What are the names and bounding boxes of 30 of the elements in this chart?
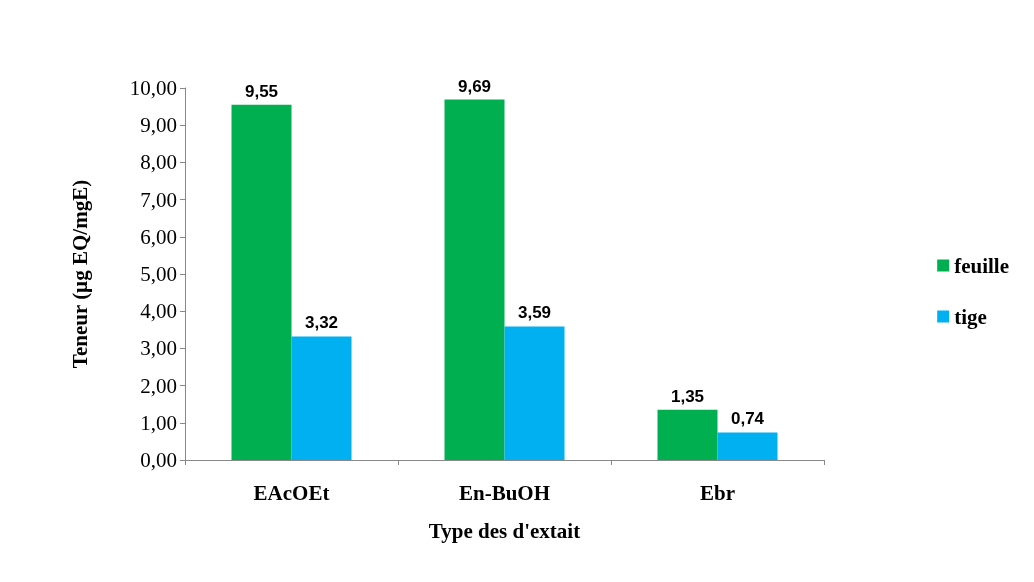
y-tick-label: 7,00 bbox=[140, 187, 177, 212]
y-tick-label: 6,00 bbox=[140, 224, 177, 249]
y-axis-title: Teneur (µg EQ/mgE) bbox=[67, 179, 92, 369]
bar bbox=[231, 104, 292, 460]
y-tick-label: 3,00 bbox=[140, 336, 177, 361]
data-label: 9,55 bbox=[244, 81, 279, 101]
x-tick-label: EAcOEt bbox=[253, 480, 330, 505]
x-tick-label: Ebr bbox=[699, 480, 736, 505]
legend-label: tige bbox=[954, 304, 987, 329]
x-tick-label: En-BuOH bbox=[458, 480, 551, 505]
y-tick-label: 0,00 bbox=[140, 448, 177, 472]
x-axis-title: Type des d'extait bbox=[428, 518, 581, 543]
y-tick-label: 4,00 bbox=[140, 299, 177, 324]
data-label: 1,35 bbox=[670, 386, 705, 406]
data-label: 3,32 bbox=[304, 313, 339, 333]
data-label: 3,59 bbox=[517, 303, 552, 323]
bar bbox=[444, 99, 505, 460]
data-label: 0,74 bbox=[730, 409, 765, 429]
y-tick-label: 1,00 bbox=[140, 410, 177, 435]
bar bbox=[717, 432, 778, 460]
y-tick-label: 8,00 bbox=[140, 150, 177, 175]
data-label: 9,69 bbox=[457, 76, 492, 96]
bar bbox=[291, 336, 352, 460]
y-tick-label: 5,00 bbox=[140, 262, 177, 286]
bar bbox=[657, 409, 718, 460]
y-tick-label: 10,00 bbox=[129, 76, 177, 100]
y-tick-label: 2,00 bbox=[140, 373, 177, 398]
y-tick-label: 9,00 bbox=[140, 113, 177, 138]
bar bbox=[504, 326, 565, 460]
legend-label: feuille bbox=[954, 253, 1010, 278]
